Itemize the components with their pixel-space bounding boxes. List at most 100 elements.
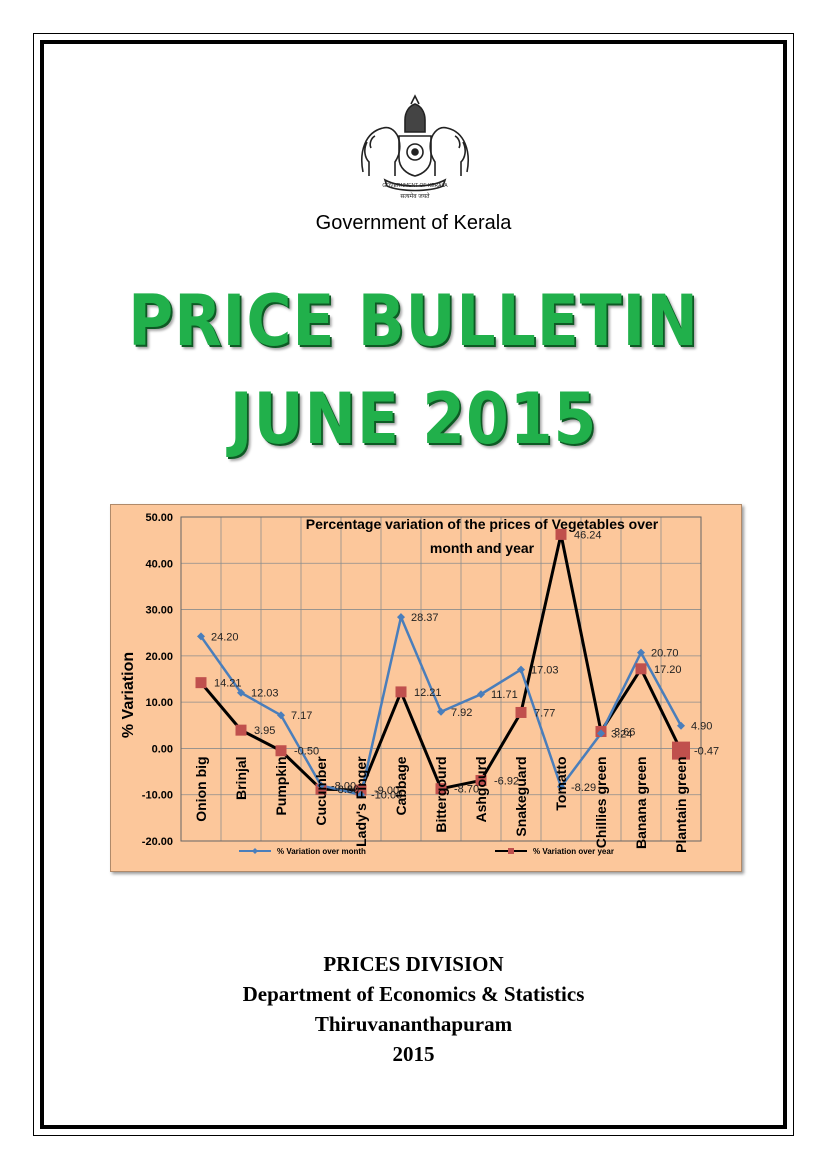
month-marker [677,721,685,730]
year-data-label: -8.70 [454,784,479,796]
y-axis-ticks: 50.00 40.00 30.00 20.00 10.00 0.00 -10.00 -20.0… [142,512,173,848]
year-marker [672,741,690,760]
year-data-label: 17.20 [654,664,682,676]
year-data-label: -0.50 [294,746,319,758]
year-marker [555,528,567,540]
chart-grid [180,516,702,842]
bulletin-month: JUNE 2015 [229,378,598,460]
vegetable-price-chart: 50.00 40.00 30.00 20.00 10.00 0.00 -10.00 -20.0… [110,504,742,872]
x-tick-label: Banana green [633,756,649,849]
x-tick-label: Onion big [193,756,209,821]
page-border-outer [33,33,794,1136]
year-marker [395,686,407,698]
month-marker [237,688,245,697]
y-axis-title: % Variation [120,652,137,738]
y-tick-label: 30.00 [145,605,173,617]
chart-legend: % Variation over month % Variation over y… [239,847,614,856]
x-tick-label: Brinjal [233,756,249,800]
month-data-label: 17.03 [531,665,559,677]
svg-text:सत्यमेव जयते: सत्यमेव जयते [400,192,430,200]
division-name: PRICES DIVISION [323,952,504,976]
year-data-label: -8.80 [334,784,359,796]
month-data-label: 20.70 [651,648,679,660]
month-data-label: 11.71 [491,689,518,701]
publication-year: 2015 [392,1042,435,1066]
month-marker [317,781,325,790]
chart-title-line1: Percentage variation of the prices of Ve… [306,516,659,532]
month-marker [197,632,205,641]
government-name: Government of Kerala [315,212,512,234]
month-marker [357,790,365,799]
x-tick-label: Snakeguard [513,756,529,836]
legend-year-label: % Variation over year [533,847,614,856]
year-marker [435,783,447,795]
month-data-label: 12.03 [251,688,279,700]
month-marker [477,690,485,699]
month-marker [557,782,565,791]
year-marker [195,677,207,689]
month-data-label: -10.00 [371,790,402,802]
emblem-lettering: GOVERNMENT OF KERALA [382,183,448,189]
page-border-inner [40,40,787,1129]
month-marker [437,707,445,716]
y-tick-label: 50.00 [145,512,173,524]
month-data-label: 3.24 [611,728,632,740]
year-marker [235,724,247,736]
month-data-label: 24.20 [211,631,239,643]
year-data-label: 46.24 [574,529,602,541]
year-data-label: 12.21 [414,687,442,699]
year-marker [515,706,527,718]
month-data-label: -8.00 [331,780,356,792]
month-data-label: 7.92 [451,707,472,719]
y-tick-label: 10.00 [145,697,173,709]
y-tick-label: 0.00 [152,743,173,755]
year-data-label: -0.47 [694,746,719,758]
year-data-label: -9.00 [374,785,399,797]
x-tick-label: Cabbage [393,756,409,815]
year-data-label: 3.66 [614,726,635,738]
year-marker [275,745,287,757]
department-name: Department of Economics & Statistics [242,982,585,1006]
month-marker [517,665,525,674]
year-marker [355,784,367,796]
legend-month-marker [252,848,258,854]
x-tick-label: Tomatto [553,756,569,810]
chart-title-line2: month and year [430,540,535,556]
x-tick-label: Bittergourd [433,756,449,832]
y-tick-label: -20.00 [142,836,173,848]
chart-lines [199,534,683,797]
x-tick-label: Pumpkin [273,756,289,815]
legend-month-label: % Variation over month [277,847,366,856]
month-marker [597,729,605,738]
month-data-label: 28.37 [411,612,439,624]
x-tick-label: Ashgourd [473,756,489,822]
year-marker [475,774,487,786]
year-data-label: 7.77 [534,707,555,719]
bulletin-title: PRICE BULLETIN [128,280,699,362]
kerala-emblem: GOVERNMENT OF KERALA सत्यमेव जयते [361,94,469,200]
y-tick-label: -10.00 [142,790,173,802]
x-tick-label: Cucumber [313,756,329,826]
y-tick-label: 20.00 [145,651,173,663]
x-tick-label: Lady's Finger [353,756,369,847]
month-marker [277,711,285,720]
year-data-label: 14.21 [214,678,242,690]
year-data-label: 3.95 [254,725,275,737]
month-marker [397,613,405,622]
series-year-line [199,534,683,792]
chart-marks [195,528,690,799]
month-data-label: -8.29 [571,782,596,794]
month-marker [637,648,645,657]
month-data-label: 7.17 [291,710,312,722]
month-data-label: 4.90 [691,721,712,733]
city-name: Thiruvananthapuram [314,1012,513,1036]
data-labels: 14.21 3.95 -0.50 -8.80 -9.00 12.21 -8.70 -6.92 7… [211,529,719,801]
x-axis-labels: Onion big Brinjal Pumpkin Cucumber Lady's Fi… [193,756,689,853]
chart-svg: 50.00 40.00 30.00 20.00 10.00 0.00 -10.00 -20.0… [120,512,719,856]
y-tick-label: 40.00 [145,558,173,570]
plot-area-border [180,516,702,842]
year-marker [635,663,647,675]
x-tick-label: Plantain green [673,756,689,852]
legend-year-marker [508,848,514,854]
x-tick-label: Chillies green [593,756,609,848]
